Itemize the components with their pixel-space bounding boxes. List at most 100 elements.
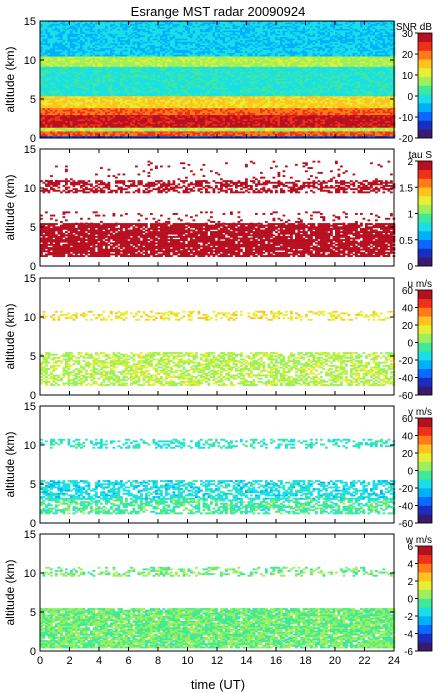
snr-cell [180,96,183,99]
snr-cell [367,119,371,122]
snr-cell [325,131,328,133]
snr-cell [180,116,183,119]
snr-cell [100,73,103,76]
snr-cell [347,103,351,105]
snr-cell [245,104,248,107]
snr-cell [142,124,146,127]
snr-cell [110,106,113,109]
snr-cell [125,96,128,99]
snr-cell [230,67,233,69]
snr-cell [202,106,206,109]
snr-cell [72,113,76,116]
snr-cell [362,67,366,69]
snr-cell [337,136,341,139]
snr-cell [327,134,331,137]
snr-cell [322,68,326,71]
snr-cell [142,103,146,105]
snr-cell [212,108,216,111]
snr-cell [92,70,96,73]
snr-cell [312,113,316,116]
snr-cell [290,116,293,119]
snr-cell [330,134,333,137]
snr-cell [55,101,58,104]
snr-cell [90,119,93,122]
snr-cell [92,131,96,133]
snr-cell [262,136,266,139]
snr-cell [370,99,373,102]
snr-cell [382,119,386,122]
snr-cell [172,106,176,109]
snr-cell [380,106,383,109]
snr-cell [170,125,173,128]
snr-cell [65,131,68,133]
snr-cell [382,134,386,137]
snr-cell [257,129,261,132]
snr-cell [257,132,261,135]
snr-cell [92,114,96,117]
snr-cell [247,101,251,104]
snr-cell [232,70,236,73]
snr-cell [387,111,391,114]
snr-cell [220,96,223,99]
snr-cell [42,101,46,104]
snr-cell [282,117,286,120]
snr-cell [220,132,223,135]
snr-cell [260,99,263,102]
snr-cell [130,121,133,123]
snr-cell [72,127,76,130]
snr-cell [312,121,316,123]
snr-cell [47,121,51,123]
snr-cell [235,103,238,105]
snr-cell [350,110,353,112]
snr-cell [197,116,201,119]
snr-cell [222,110,226,112]
snr-cell [290,127,293,130]
snr-cell [355,70,358,73]
snr-cell [77,132,81,135]
snr-cell [292,71,296,74]
snr-cell [310,96,313,99]
snr-cell [352,103,356,105]
snr-cell [310,122,313,125]
snr-cell [217,119,221,122]
snr-cell [282,104,286,107]
snr-cell [112,132,116,135]
snr-cell [387,122,391,125]
snr-cell [260,119,263,122]
snr-cell [47,119,51,122]
snr-cell [227,134,231,137]
snr-cell [367,98,371,101]
snr-cell [77,99,81,102]
snr-cell [352,125,356,128]
snr-cell [185,68,188,71]
snr-cell [210,70,213,73]
snr-cell [115,121,118,123]
snr-cell [80,136,83,139]
snr-cell [72,110,76,112]
snr-cell [67,106,71,109]
snr-cell [252,136,256,139]
snr-cell [60,121,63,123]
snr-cell [87,108,91,111]
snr-cell [227,110,231,112]
snr-cell [197,110,201,112]
snr-cell [342,134,346,137]
snr-cell [272,124,276,127]
snr-cell [275,114,278,117]
snr-cell [175,136,178,139]
snr-cell [317,106,321,109]
snr-cell [210,110,213,112]
snr-cell [100,131,103,133]
snr-cell [270,70,273,73]
snr-cell [167,114,171,117]
snr-cell [102,129,106,132]
snr-cell [295,117,298,120]
snr-cell [290,129,293,132]
snr-cell [372,116,376,119]
snr-cell [300,132,303,135]
snr-cell [142,127,146,130]
snr-cell [160,127,163,130]
snr-cell [80,111,83,114]
snr-cell [155,70,158,73]
snr-cell [290,71,293,74]
